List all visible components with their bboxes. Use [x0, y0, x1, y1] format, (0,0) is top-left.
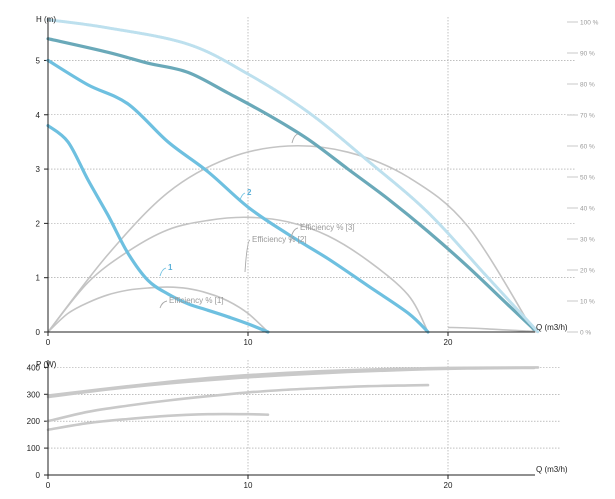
efficiency-tick-label: 10 % — [580, 299, 595, 306]
efficiency-2-label: Efficiency % [2] — [252, 235, 307, 244]
power-x-axis-label: Q (m3/h) — [536, 465, 568, 474]
efficiency-tick-label: 30 % — [580, 237, 595, 244]
head-x-axis-label: Q (m3/h) — [536, 323, 568, 332]
head-curve-2 — [46, 58, 430, 334]
power-y-tick-label: 200 — [27, 417, 41, 426]
curve-1-leader-line — [159, 267, 167, 277]
head-curve-1-label: 1 — [168, 263, 173, 272]
power-curve-4 — [46, 366, 540, 397]
head-curve-2-label: 2 — [247, 188, 252, 197]
head-y-tick-label: 2 — [36, 219, 41, 228]
efficiency-tick-label: 70 % — [580, 113, 595, 120]
power-x-tick-label: 0 — [46, 481, 51, 490]
head-y-tick-label: 5 — [36, 56, 41, 65]
efficiency-tick-label: 90 % — [580, 51, 595, 58]
curve-2-leader-line — [239, 192, 246, 201]
efficiency-tick-label: 60 % — [580, 144, 595, 151]
efficiency-tick-label: 40 % — [580, 206, 595, 213]
power-chart-grid: 0 100 200 300 400 0 10 20 — [27, 360, 560, 490]
head-x-tick-label: 0 — [46, 338, 51, 347]
power-y-tick-label: 0 — [36, 471, 41, 480]
power-x-tick-label: 20 — [444, 481, 453, 490]
head-curves — [46, 18, 540, 334]
head-y-tick-label: 3 — [36, 165, 41, 174]
axes: H (m) Q (m3/h) P (W) Q (m3/h) — [36, 15, 568, 477]
curve-labels: 1 2 Efficiency % [1] Efficiency % [2] Effici… — [159, 133, 355, 309]
efficiency-curve-1 — [47, 286, 269, 333]
efficiency-axis: 0 % 10 % 20 % 30 % 40 % 50 % 60 % 70 % 80 % 90 % 1… — [567, 20, 599, 337]
curve-3-leader-line — [291, 133, 299, 144]
efficiency-curve-2 — [47, 216, 429, 333]
efficiency-tick-label: 50 % — [580, 175, 595, 182]
head-x-tick-label: 20 — [444, 338, 453, 347]
efficiency-tick-label: 0 % — [580, 330, 591, 337]
head-chart-grid: 0 1 2 3 4 5 0 10 20 — [36, 17, 575, 347]
efficiency-3-label: Efficiency % [3] — [300, 223, 355, 232]
power-y-axis-label: P (W) — [36, 360, 57, 369]
efficiency-tick-label: 100 % — [580, 20, 599, 27]
head-x-tick-label: 10 — [244, 338, 253, 347]
power-curve-1 — [46, 412, 270, 432]
efficiency-tick-label: 20 % — [580, 268, 595, 275]
power-y-tick-label: 300 — [27, 390, 41, 399]
efficiency-3-leader-line — [289, 227, 299, 244]
power-x-tick-label: 10 — [244, 481, 253, 490]
efficiency-tick-label: 80 % — [580, 82, 595, 89]
power-y-tick-label: 400 — [27, 363, 41, 372]
power-curve-2 — [46, 383, 430, 423]
head-curve-1 — [46, 124, 270, 334]
power-curves — [46, 366, 540, 432]
head-y-tick-label: 0 — [36, 328, 41, 337]
head-curve-3 — [46, 37, 536, 331]
efficiency-curve-4 — [447, 326, 539, 333]
head-y-tick-label: 1 — [36, 274, 41, 283]
efficiency-1-leader-line — [159, 300, 168, 309]
efficiency-1-label: Efficiency % [1] — [169, 296, 224, 305]
power-y-tick-label: 100 — [27, 444, 41, 453]
head-curve-4 — [46, 18, 540, 334]
efficiency-2-leader-line — [244, 239, 251, 273]
head-y-axis-label: H (m) — [36, 15, 56, 24]
head-y-tick-label: 4 — [36, 111, 41, 120]
